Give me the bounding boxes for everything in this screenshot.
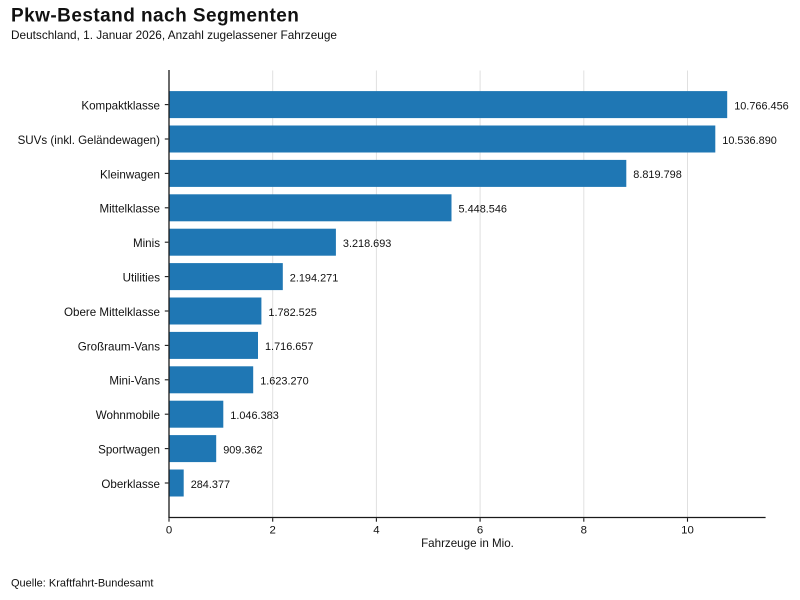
svg-text:909.362: 909.362 [223,444,262,456]
svg-text:Kleinwagen: Kleinwagen [100,168,160,181]
svg-text:6: 6 [477,524,483,536]
svg-text:Fahrzeuge in Mio.: Fahrzeuge in Mio. [421,537,514,550]
svg-text:Pkw-Bestand nach Segmenten: Pkw-Bestand nach Segmenten [11,6,299,27]
svg-text:4: 4 [373,524,379,536]
svg-text:Oberklasse: Oberklasse [101,478,160,491]
svg-text:284.377: 284.377 [191,479,230,491]
svg-text:SUVs (inkl. Geländewagen): SUVs (inkl. Geländewagen) [18,134,161,147]
svg-text:1.046.383: 1.046.383 [230,410,278,422]
svg-text:10.766.456: 10.766.456 [734,100,789,112]
svg-text:5.448.546: 5.448.546 [459,204,507,216]
svg-text:2.194.271: 2.194.271 [290,272,338,284]
svg-text:Deutschland, 1. Januar 2026, A: Deutschland, 1. Januar 2026, Anzahl zuge… [11,28,337,42]
svg-text:Großraum-Vans: Großraum-Vans [78,340,160,353]
svg-text:Wohnmobile: Wohnmobile [96,409,160,422]
svg-text:Obere Mittelklasse: Obere Mittelklasse [64,306,160,319]
svg-text:1.782.525: 1.782.525 [268,307,316,319]
svg-text:1.623.270: 1.623.270 [260,376,308,388]
svg-text:1.716.657: 1.716.657 [265,341,313,353]
svg-text:3.218.693: 3.218.693 [343,238,391,250]
svg-text:Minis: Minis [133,237,160,250]
svg-text:0: 0 [166,524,172,536]
svg-text:Mittelklasse: Mittelklasse [99,203,160,216]
svg-text:Utilities: Utilities [123,272,161,285]
svg-text:8.819.798: 8.819.798 [633,169,681,181]
svg-text:8: 8 [581,524,587,536]
svg-text:10.536.890: 10.536.890 [722,135,777,147]
svg-text:Kompaktklasse: Kompaktklasse [81,100,160,113]
svg-text:10: 10 [681,524,694,536]
svg-text:Sportwagen: Sportwagen [98,444,160,457]
svg-text:2: 2 [270,524,276,536]
svg-text:Quelle: Kraftfahrt-Bundesamt: Quelle: Kraftfahrt-Bundesamt [11,577,153,589]
svg-text:Mini-Vans: Mini-Vans [109,375,160,388]
